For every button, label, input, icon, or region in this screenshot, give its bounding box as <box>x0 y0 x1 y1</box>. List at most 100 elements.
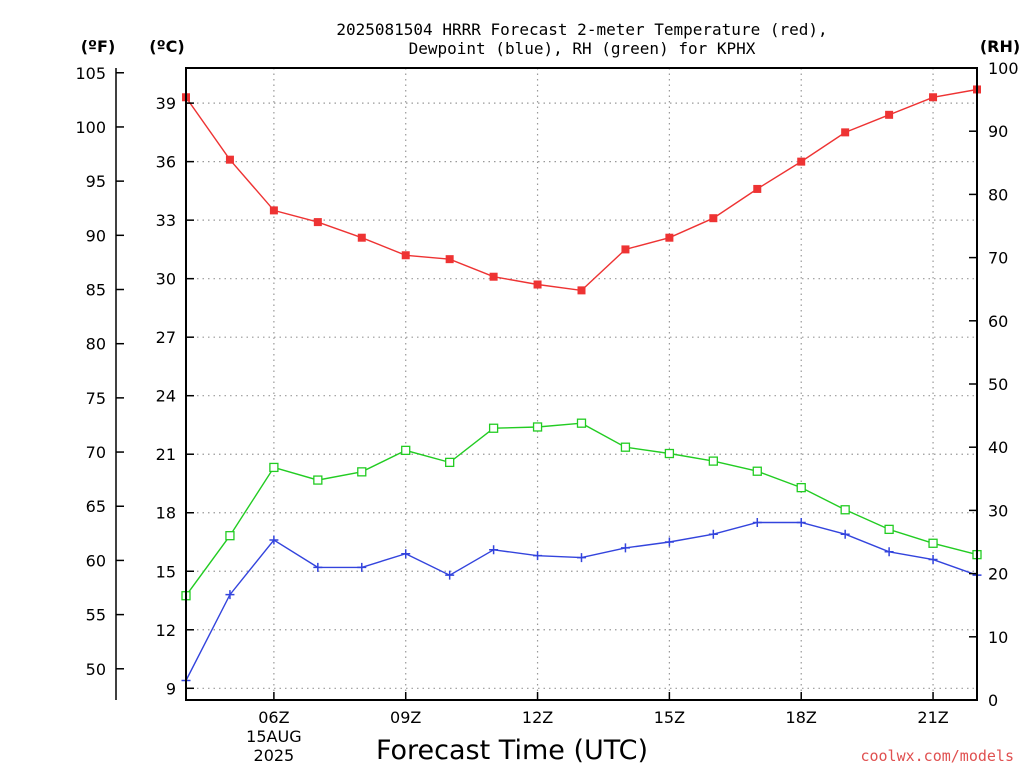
rh-point <box>357 467 367 477</box>
dewpoint-point <box>489 545 499 555</box>
temperature-point <box>621 245 630 254</box>
x-tick-label: 21Z <box>917 708 948 727</box>
temperature-point <box>797 157 806 166</box>
x-date-label: 15AUG <box>246 727 301 746</box>
fahrenheit-tick-label: 55 <box>86 606 106 625</box>
rh-tick-label: 0 <box>988 691 998 710</box>
temperature-point <box>753 184 762 193</box>
fahrenheit-tick-label: 85 <box>86 281 106 300</box>
dewpoint-point <box>620 543 630 553</box>
dewpoint-point <box>225 590 235 600</box>
rh-point <box>752 466 762 476</box>
temperature-point <box>357 233 366 242</box>
dewpoint-point <box>313 562 323 572</box>
temperature-point <box>929 93 938 102</box>
rh-tick-label: 40 <box>988 438 1008 457</box>
temperature-point <box>489 272 498 281</box>
celsius-tick-label: 33 <box>156 211 176 230</box>
rh-point <box>225 531 235 541</box>
temperature-point <box>225 155 234 164</box>
dewpoint-line <box>185 521 978 681</box>
dewpoint-point <box>928 555 938 565</box>
chart-title-line1: 2025081504 HRRR Forecast 2-meter Tempera… <box>336 20 827 39</box>
dewpoint-point <box>445 570 455 580</box>
fahrenheit-tick-label: 65 <box>86 497 106 516</box>
fahrenheit-unit-label: (ºF) <box>81 37 116 56</box>
rh-tick-label: 60 <box>988 312 1008 331</box>
chart-title: 2025081504 HRRR Forecast 2-meter Tempera… <box>336 20 827 58</box>
grid-lines <box>186 68 977 700</box>
rh-point <box>313 475 323 485</box>
celsius-tick-label: 30 <box>156 270 176 289</box>
fahrenheit-tick-label: 75 <box>86 389 106 408</box>
dewpoint-point <box>840 529 850 539</box>
x-tick-label: 12Z <box>522 708 553 727</box>
celsius-tick-label: 15 <box>156 562 176 581</box>
dewpoint-point <box>752 517 762 527</box>
plot-frame <box>185 67 978 701</box>
dewpoint-point <box>401 549 411 559</box>
dewpoint-point <box>884 547 894 557</box>
chart-title-line2: Dewpoint (blue), RH (green) for KPHX <box>409 39 756 58</box>
x-tick-label: 18Z <box>786 708 817 727</box>
temperature-point <box>401 251 410 260</box>
rh-point <box>445 457 455 468</box>
temperature-point <box>533 280 542 289</box>
temperature-point <box>665 233 674 242</box>
rh-point <box>269 462 279 473</box>
rh-unit-label: (RH) <box>980 37 1020 56</box>
rh-point <box>620 442 631 452</box>
temperature-point <box>709 214 718 223</box>
dewpoint-point <box>533 551 543 561</box>
rh-tick-label: 80 <box>988 185 1008 204</box>
rh-point <box>488 423 499 433</box>
credit-text: coolwx.com/models <box>860 747 1014 765</box>
rh-point <box>664 448 675 459</box>
rh-point <box>884 524 894 535</box>
x-tick-label: 06Z <box>258 708 289 727</box>
rh-tick-label: 100 <box>988 59 1019 78</box>
rh-point <box>928 538 938 548</box>
celsius-tick-label: 21 <box>156 445 176 464</box>
rh-point <box>796 482 806 493</box>
rh-tick-label: 10 <box>988 628 1008 647</box>
fahrenheit-tick-label: 105 <box>75 64 106 83</box>
rh-line <box>185 422 978 597</box>
dewpoint-point <box>269 535 279 545</box>
fahrenheit-tick-label: 50 <box>86 660 106 679</box>
celsius-tick-label: 39 <box>156 94 176 113</box>
data-series <box>181 85 982 685</box>
rh-tick-label: 30 <box>988 501 1008 520</box>
celsius-tick-label: 9 <box>166 679 176 698</box>
x-year-label: 2025 <box>254 746 295 765</box>
rh-tick-label: 70 <box>988 249 1008 268</box>
celsius-tick-label: 18 <box>156 504 176 523</box>
fahrenheit-tick-label: 80 <box>86 335 106 354</box>
celsius-tick-label: 24 <box>156 387 176 406</box>
rh-point <box>708 456 718 466</box>
dewpoint-point <box>357 562 367 572</box>
temperature-point <box>445 255 454 264</box>
rh-tick-label: 50 <box>988 375 1008 394</box>
rh-point <box>840 505 850 515</box>
temperature-point <box>577 286 586 295</box>
dewpoint-point <box>664 537 674 547</box>
rh-point <box>532 422 543 432</box>
dewpoint-point <box>708 529 718 539</box>
temperature-line <box>185 88 978 292</box>
celsius-tick-label: 36 <box>156 153 176 172</box>
dewpoint-point <box>577 553 586 563</box>
fahrenheit-tick-label: 70 <box>86 443 106 462</box>
temperature-point <box>841 128 850 137</box>
dewpoint-point <box>796 517 806 527</box>
x-axis-label: Forecast Time (UTC) <box>376 735 648 766</box>
celsius-tick-label: 27 <box>156 328 176 347</box>
rh-tick-label: 90 <box>988 122 1008 141</box>
x-tick-label: 15Z <box>654 708 685 727</box>
temperature-point <box>885 110 894 119</box>
fahrenheit-tick-label: 95 <box>86 172 106 191</box>
fahrenheit-tick-label: 90 <box>86 226 106 245</box>
fahrenheit-tick-label: 100 <box>75 118 106 137</box>
